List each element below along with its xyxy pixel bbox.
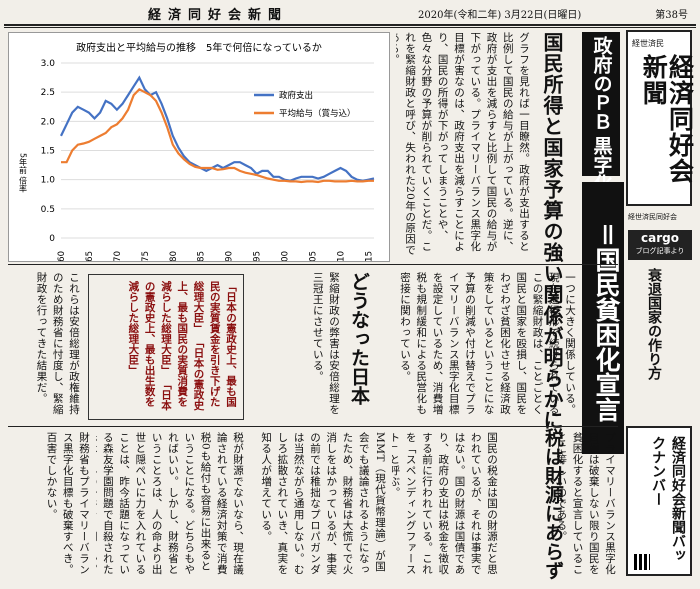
section-rule xyxy=(8,264,618,265)
y-tick-label: 0.5 xyxy=(41,205,55,215)
x-tick-label: 1960 xyxy=(57,251,67,261)
x-tick-label: 1980 xyxy=(169,251,179,261)
y-tick-label: 1.5 xyxy=(41,147,55,157)
cargo-article-title[interactable]: 衰退国家の作り方 xyxy=(646,268,662,380)
headline-tax: 税は財源にあらず xyxy=(542,428,564,580)
y-tick-label: 3.0 xyxy=(41,59,56,69)
y-axis-label: 5年前 倍率 xyxy=(19,153,28,194)
headline-black-box: 政府のＰＢ 黒字化目標 xyxy=(582,32,620,231)
series-line-1 xyxy=(61,87,374,184)
y-tick-label: 1.0 xyxy=(41,176,56,186)
article-bottom-2: 国民の税金は国の財源だと思われているが、それは事実ではない。国の財源は国債であり… xyxy=(392,432,498,575)
qr-code-icon xyxy=(634,554,650,570)
x-tick-label: 1995 xyxy=(253,251,263,261)
article-bottom-1: プライマリーバランス黒字化目標は破棄しない限り国民を貧困化すると宣言していること… xyxy=(555,432,616,575)
quote-1: 「日本の憲政史上、最も国民の実質消費を減らした総理大臣」 xyxy=(159,281,205,411)
article-mid-left: 緊縮財政の弊害は安倍総理を三冠王にさせている。 xyxy=(311,272,340,415)
legend-label-0: 政府支出 xyxy=(279,90,313,101)
headline-main: ＝国民貧困化宣言 xyxy=(582,182,624,454)
line-chart: 政府支出と平均給与の推移 5年で何倍になっているか 0 0.5 1.0 1.5 2.0 2.… xyxy=(19,41,375,273)
article-bottom-3: MMT（現代貨幣理論）が国会でも議論されるようになったため、財務省は大慌てで火消… xyxy=(260,432,386,575)
x-tick-label: 1965 xyxy=(85,251,95,261)
y-tick-label: 0 xyxy=(49,234,55,244)
quote-intro: 「日本の憲政史上、最も国民の実質賃金を引き下げた総理大臣」 xyxy=(192,281,237,407)
article-top-right: グラフを見れば一目瞭然。政府が支出すると比例して国民の給与が上がっている。逆に、… xyxy=(396,32,530,256)
legend-label-1: 平均給与（賞与込） xyxy=(279,108,356,119)
header-paper-name: 経済同好会新聞 xyxy=(148,8,289,23)
headline-sub: 国民所得と国家予算の強い関係が明らかに xyxy=(540,32,564,431)
article-bottom-5: 財務省もプライマリーバランス黒字化目標も破棄すべき。百害でしかない。 xyxy=(45,432,90,575)
y-tick-label: 2.0 xyxy=(41,117,56,127)
x-tick-label: 2010 xyxy=(336,251,346,261)
chart-panel: 政府支出と平均給与の推移 5年で何倍になっているか 0 0.5 1.0 1.5 2.0 2.… xyxy=(8,32,390,273)
x-tick-label: 1990 xyxy=(225,251,235,261)
masthead: 経世済民 経済同好会新聞 xyxy=(626,30,695,206)
masthead-small-label: 経世済民 xyxy=(632,39,664,48)
article-mid-center: 予算の削減や付け替えでプライマリーバランス黒字化目標を設定しているため、消費増税… xyxy=(398,272,476,415)
x-tick-label: 2015 xyxy=(364,251,374,261)
x-tick-label: 1970 xyxy=(113,251,123,261)
header-rule-thin xyxy=(4,27,696,28)
article-mid-right: 一つに大きく関係している。現在進行形で続けられているこの緊縮財政は、ことごとく国… xyxy=(484,272,576,415)
header-issue-number: 第38号 xyxy=(655,10,688,21)
article-bottom-4: 税が財源でないなら、現在議論されている経済対策で消費税0も給付も容易に出来るとい… xyxy=(96,432,244,575)
chart-title: 政府支出と平均給与の推移 5年で何倍になっているか xyxy=(76,41,322,54)
header-date: 2020年(令和二年) 3月22日(日曜日) xyxy=(418,10,582,21)
article-left-mid: これらは安倍総理が政権維持のため財務省に忖度し、緊縮財政を行ってきた結果だ。 xyxy=(35,272,80,415)
cargo-sub: ブログ記事より xyxy=(635,247,685,255)
x-tick-label: 2000 xyxy=(281,251,291,261)
quote-box: 「日本の憲政史上、最も国民の実質賃金を引き下げた総理大臣」 「日本の憲政史上、最… xyxy=(88,274,244,420)
section-rule-bottom xyxy=(8,426,618,427)
headline-black-line-1: 政府のＰＢ xyxy=(590,36,613,131)
series-line-0 xyxy=(60,75,375,182)
x-tick-label: 1985 xyxy=(197,251,207,261)
masthead-title: 経済同好会新聞 xyxy=(639,54,695,184)
cargo-label: cargo xyxy=(641,231,679,245)
backnumber-title: 経済同好会新聞バックナンバー xyxy=(650,436,686,562)
y-tick-label: 2.5 xyxy=(41,88,55,98)
x-tick-label: 2005 xyxy=(309,251,319,261)
quote-2: 「日本の憲政史上、最も出生数を減らした総理大臣」 xyxy=(127,281,172,411)
masthead-subtitle: 経世済民同好会 xyxy=(628,213,677,221)
backnumber-box[interactable]: 経済同好会新聞バックナンバー xyxy=(626,426,692,576)
header-rule xyxy=(4,24,696,26)
cargo-badge[interactable]: cargo ブログ記事より xyxy=(628,230,692,260)
x-tick-label: 1975 xyxy=(141,251,151,261)
headline-doto: どうなった日本 xyxy=(348,272,370,405)
